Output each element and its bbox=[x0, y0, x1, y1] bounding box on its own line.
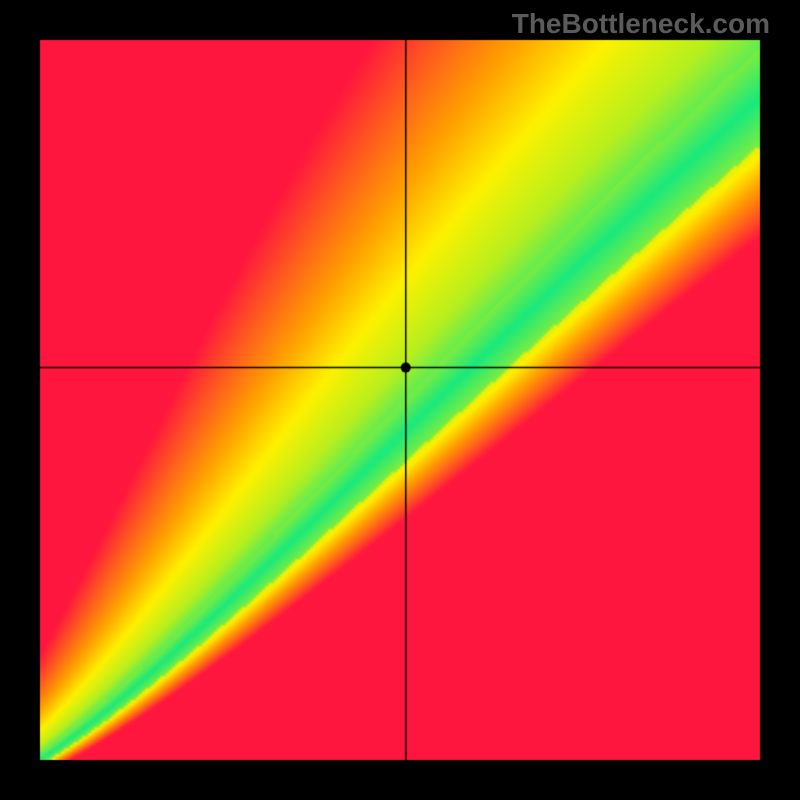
bottleneck-heatmap bbox=[0, 0, 800, 800]
